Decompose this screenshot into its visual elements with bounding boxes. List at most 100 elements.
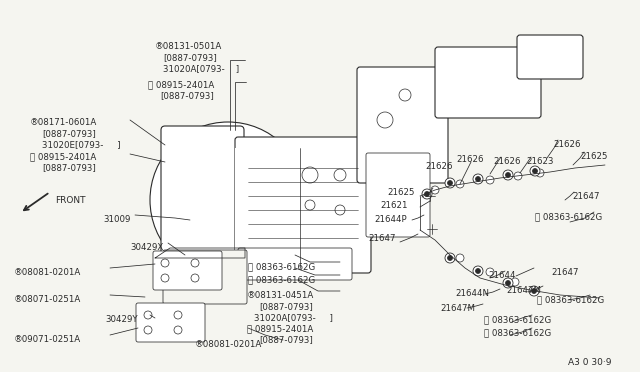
Circle shape — [456, 254, 464, 262]
FancyBboxPatch shape — [238, 248, 352, 280]
Circle shape — [473, 266, 483, 276]
Text: 21647M: 21647M — [440, 304, 475, 313]
Circle shape — [532, 169, 538, 173]
Text: FRONT: FRONT — [55, 196, 86, 205]
Text: ⒨ 08915-2401A: ⒨ 08915-2401A — [247, 324, 313, 333]
Text: [0887-0793]: [0887-0793] — [42, 129, 96, 138]
Text: ®08171-0601A: ®08171-0601A — [30, 118, 97, 127]
Text: Ⓢ 08363-6162G: Ⓢ 08363-6162G — [248, 262, 316, 271]
FancyBboxPatch shape — [517, 35, 583, 79]
Circle shape — [530, 166, 540, 176]
Text: Ⓢ 08363-6162G: Ⓢ 08363-6162G — [537, 295, 604, 304]
Circle shape — [536, 169, 544, 177]
Circle shape — [200, 172, 256, 228]
Text: ®09071-0251A: ®09071-0251A — [14, 335, 81, 344]
Circle shape — [476, 269, 481, 273]
Circle shape — [335, 205, 345, 215]
Circle shape — [431, 186, 439, 194]
Text: 21644P: 21644P — [374, 215, 406, 224]
Bar — [235, 148, 245, 262]
Circle shape — [173, 145, 283, 255]
Circle shape — [377, 112, 393, 128]
Circle shape — [503, 170, 513, 180]
Circle shape — [399, 89, 411, 101]
Text: [0887-0793]: [0887-0793] — [160, 91, 214, 100]
Circle shape — [422, 189, 432, 199]
Text: ®08131-0451A: ®08131-0451A — [247, 291, 314, 300]
Circle shape — [150, 122, 306, 278]
Text: Ⓢ 08363-6162G: Ⓢ 08363-6162G — [248, 275, 316, 284]
Circle shape — [144, 311, 152, 319]
Text: ®08131-0501A: ®08131-0501A — [155, 42, 222, 51]
Text: A3 0 30·9: A3 0 30·9 — [568, 358, 611, 367]
FancyBboxPatch shape — [235, 137, 371, 273]
Circle shape — [334, 169, 346, 181]
Circle shape — [144, 326, 152, 334]
Circle shape — [531, 289, 536, 294]
FancyBboxPatch shape — [161, 126, 244, 274]
Text: 21625: 21625 — [580, 152, 607, 161]
Circle shape — [511, 278, 519, 286]
Text: 31020A[0793-     ]: 31020A[0793- ] — [254, 313, 333, 322]
Circle shape — [424, 192, 429, 196]
Text: 21644N: 21644N — [455, 289, 489, 298]
Circle shape — [506, 173, 511, 177]
Circle shape — [218, 190, 238, 210]
Text: ®08071-0251A: ®08071-0251A — [14, 295, 81, 304]
Text: 21626: 21626 — [425, 162, 452, 171]
Circle shape — [529, 286, 539, 296]
Text: ®08081-0201A: ®08081-0201A — [14, 268, 81, 277]
FancyBboxPatch shape — [435, 47, 541, 118]
Circle shape — [191, 259, 199, 267]
Text: 30429Y: 30429Y — [105, 315, 138, 324]
Text: 21625: 21625 — [387, 188, 415, 197]
FancyBboxPatch shape — [357, 67, 448, 183]
Text: ®08081-0201A: ®08081-0201A — [195, 340, 262, 349]
Circle shape — [473, 174, 483, 184]
Text: 31020E[0793-     ]: 31020E[0793- ] — [42, 140, 120, 149]
FancyBboxPatch shape — [366, 153, 430, 237]
Text: 30429X: 30429X — [130, 243, 163, 252]
Text: 21626: 21626 — [493, 157, 520, 166]
Text: [0887-0793]: [0887-0793] — [259, 335, 313, 344]
Circle shape — [302, 167, 318, 183]
Circle shape — [506, 280, 511, 285]
Circle shape — [486, 268, 494, 276]
Text: 21644: 21644 — [488, 271, 515, 280]
Text: ⒨ 08915-2401A: ⒨ 08915-2401A — [30, 152, 96, 161]
FancyBboxPatch shape — [136, 303, 205, 342]
Circle shape — [305, 200, 315, 210]
Text: 21623: 21623 — [526, 157, 554, 166]
Circle shape — [447, 256, 452, 260]
Text: 31020A[0793-    ]: 31020A[0793- ] — [163, 64, 239, 73]
Text: 21647: 21647 — [368, 234, 396, 243]
FancyBboxPatch shape — [163, 250, 247, 304]
Text: [0887-0793]: [0887-0793] — [259, 302, 313, 311]
Circle shape — [486, 176, 494, 184]
Circle shape — [445, 178, 455, 188]
Circle shape — [514, 172, 522, 180]
Text: [0887-0793]: [0887-0793] — [42, 163, 96, 172]
Circle shape — [447, 180, 452, 186]
Circle shape — [161, 274, 169, 282]
Text: 21647: 21647 — [551, 268, 579, 277]
Text: Ⓢ 08363-6162G: Ⓢ 08363-6162G — [535, 212, 602, 221]
Text: Ⓢ 08363-6162G: Ⓢ 08363-6162G — [484, 328, 551, 337]
Text: 21626: 21626 — [553, 140, 580, 149]
Circle shape — [445, 253, 455, 263]
Text: 21621: 21621 — [380, 201, 408, 210]
Text: Ⓢ 08363-6162G: Ⓢ 08363-6162G — [484, 315, 551, 324]
Circle shape — [476, 176, 481, 182]
FancyBboxPatch shape — [153, 251, 222, 290]
Text: 31009: 31009 — [103, 215, 131, 224]
Circle shape — [174, 326, 182, 334]
Circle shape — [456, 180, 464, 188]
Text: 21647: 21647 — [572, 192, 600, 201]
Text: ⒨ 08915-2401A: ⒨ 08915-2401A — [148, 80, 214, 89]
Circle shape — [161, 259, 169, 267]
Text: 21647M: 21647M — [506, 286, 541, 295]
Circle shape — [191, 274, 199, 282]
Circle shape — [174, 311, 182, 319]
Circle shape — [503, 278, 513, 288]
Text: 21626: 21626 — [456, 155, 483, 164]
